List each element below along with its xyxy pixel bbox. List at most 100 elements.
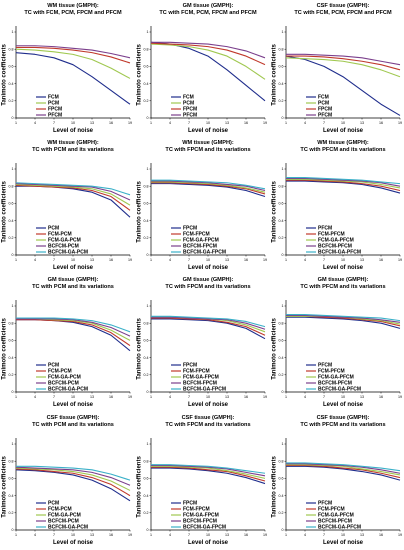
series-line [286,314,401,323]
y-tick-label: 0.8 [279,47,284,51]
legend-entry: BCFCM-PCM [48,381,79,387]
series-line [151,315,266,328]
chart-svg: CSF tissue (GMPH):TC with PCM and its va… [2,415,133,546]
x-axis-label: Level of noise [188,265,229,271]
x-tick-label: 10 [206,258,210,262]
chart-svg: GM tissue (GMPH):TC with PFCM and its va… [272,277,403,408]
legend-entry: PCM [48,363,59,369]
series-line [286,463,401,474]
chart-subtitle: TC with FCM, PCM, FPCM and PFCM [294,10,392,16]
y-tick-label: 0 [147,253,149,257]
chart-panel: GM tissue (GMPH): TC with FCM, PCM, FPCM … [135,0,269,137]
x-tick-label: 4 [34,533,36,537]
series-line [16,465,131,481]
x-tick-label: 7 [188,395,190,399]
y-tick-label: 0.8 [9,459,14,463]
x-tick-label: 1 [15,258,17,262]
legend-entry: FCM-PFCM [318,232,345,238]
y-tick-label: 0.4 [9,356,14,360]
y-tick-label: 0.6 [279,339,284,343]
x-tick-label: 19 [398,121,402,125]
y-tick-label: 0.2 [144,511,149,515]
x-axis-label: Level of noise [323,128,364,134]
chart-title: CSF tissue (GMPH): [182,415,235,421]
series-line [15,466,131,486]
x-tick-label: 19 [128,258,132,262]
y-tick-label: 0.4 [144,82,149,86]
y-tick-label: 0.8 [144,47,149,51]
x-tick-label: 19 [128,533,132,537]
x-tick-label: 7 [188,121,190,125]
legend-entry: FCM [48,95,59,101]
y-tick-label: 0 [12,528,14,532]
y-tick-label: 0.4 [144,494,149,498]
x-tick-label: 13 [360,258,364,262]
y-tick-label: 0.2 [279,373,284,377]
legend-entry: BCFCM-FPCM [183,519,217,525]
y-tick-label: 1 [147,442,149,446]
series-line [15,182,131,196]
chart-svg: GM tissue (GMPH):TC with FCM, PCM, FPCM … [137,3,268,134]
series-line [15,469,131,502]
legend-entry: BCFCM-GA-PFCM [318,387,361,393]
x-tick-label: 13 [360,533,364,537]
chart-title: CSF tissue (GMPH): [47,415,100,421]
legend-entry: PFCM [48,113,62,119]
x-tick-label: 7 [53,395,55,399]
legend-entry: FCM-GA-PFCM [318,238,354,244]
y-tick-label: 1 [12,304,14,308]
y-tick-label: 0.4 [9,494,14,498]
y-tick-label: 0.4 [279,356,284,360]
x-tick-label: 19 [398,395,402,399]
y-tick-label: 0.8 [9,321,14,325]
x-tick-label: 7 [323,533,325,537]
y-tick-label: 0 [12,253,14,257]
legend-entry: PCM [183,101,194,107]
x-tick-label: 13 [90,258,94,262]
chart-title: GM tissue (GMPH): [318,277,369,283]
y-tick-label: 0 [12,116,14,120]
y-tick-label: 0.2 [144,99,149,103]
legend-entry: FCM-GA-FPCM [183,375,219,381]
x-tick-label: 1 [285,395,287,399]
legend-entry: FPCM [318,107,332,113]
x-tick-label: 7 [53,258,55,262]
legend-entry: PFCM [318,113,332,119]
x-tick-label: 16 [244,395,248,399]
x-tick-label: 16 [379,258,383,262]
x-tick-label: 4 [304,121,306,125]
x-tick-label: 19 [398,533,402,537]
x-tick-label: 10 [206,121,210,125]
chart-panel: CSF tissue (GMPH): TC with FPCM and its v… [135,412,269,549]
x-tick-label: 7 [53,121,55,125]
series-line [151,465,266,479]
y-tick-label: 0 [282,116,284,120]
x-tick-label: 19 [263,121,267,125]
chart-svg: CSF tissue (GMPH):TC with FPCM and its v… [137,415,268,546]
x-tick-label: 1 [15,395,17,399]
x-axis-label: Level of noise [323,540,364,546]
legend-entry: FPCM [183,107,197,113]
y-tick-label: 0.2 [279,236,284,240]
legend-entry: FCM-FPCM [183,232,210,238]
legend-entry: FCM-FPCM [183,507,210,513]
x-axis-label: Level of noise [53,402,94,408]
legend-entry: BCFCM-FPCM [183,381,217,387]
x-tick-label: 10 [71,395,75,399]
x-axis-label: Level of noise [53,265,94,271]
y-tick-label: 0 [12,390,14,394]
x-tick-label: 19 [128,395,132,399]
y-tick-label: 0.6 [9,339,14,343]
series-line [151,318,266,340]
x-tick-label: 10 [341,258,345,262]
series-line [151,41,266,59]
legend-entry: FPCM [48,107,62,113]
x-tick-label: 1 [15,533,17,537]
x-tick-label: 7 [53,533,55,537]
y-tick-label: 0.4 [9,82,14,86]
series-line [15,183,131,206]
series-line [15,183,131,201]
legend-entry: FCM [318,95,329,101]
legend-entry: FCM-GA-PFCM [318,513,354,519]
x-tick-label: 13 [90,533,94,537]
